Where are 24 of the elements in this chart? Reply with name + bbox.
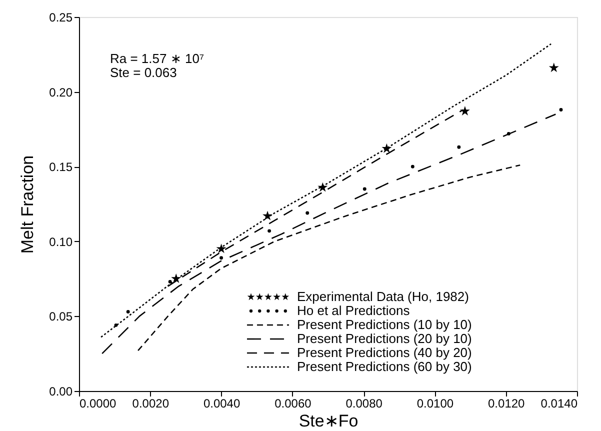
x-tick-label: 0.0140 (540, 396, 578, 410)
x-tick-label: 0.0120 (488, 396, 526, 410)
x-tick-label: 0.0060 (274, 396, 312, 410)
x-tick-label: 0.0000 (80, 396, 117, 410)
y-axis-title: Melt Fraction (18, 155, 38, 254)
x-axis-title: Ste∗Fo (298, 412, 358, 430)
annotation: Ste = 0.063 (110, 65, 177, 80)
y-tick-label: 0.10 (49, 234, 73, 249)
y-tick-label: 0.05 (49, 310, 73, 324)
y-tick-label: 0.25 (49, 10, 73, 24)
legend-label: Present Predictions (10 by 10) (297, 317, 472, 332)
x-tick-label: 0.0080 (346, 396, 383, 410)
y-tick-label: 0.15 (49, 160, 73, 174)
legend-label: Experimental Data (Ho, 1982) (297, 289, 469, 304)
annotation: Ra = 1.57 ∗ 10⁷ (110, 51, 204, 66)
x-tick-label: 0.0020 (132, 396, 170, 410)
y-tick-label: 0.00 (49, 384, 73, 398)
x-tick-label: 0.0100 (416, 396, 454, 410)
legend-label: Ho et al Predictions (297, 303, 410, 318)
x-tick-label: 0.0040 (203, 396, 240, 410)
legend-label: Present Predictions (40 by 20) (297, 345, 472, 360)
legend-label: Present Predictions (60 by 30) (297, 359, 472, 374)
legend-label: Present Predictions (20 by 10) (297, 331, 472, 346)
y-tick-label: 0.20 (49, 85, 73, 100)
